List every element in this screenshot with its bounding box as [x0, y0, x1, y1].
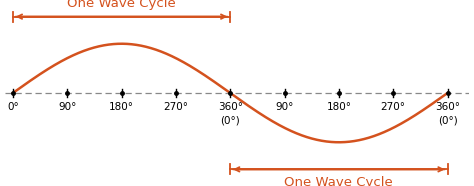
Text: 90°: 90°	[275, 102, 294, 112]
Text: 180°: 180°	[327, 102, 351, 112]
Text: (0°): (0°)	[438, 115, 457, 125]
Text: (0°): (0°)	[220, 115, 240, 125]
Text: 180°: 180°	[109, 102, 134, 112]
Text: 360°: 360°	[218, 102, 243, 112]
Text: 270°: 270°	[164, 102, 188, 112]
Text: One Wave Cycle: One Wave Cycle	[284, 176, 393, 186]
Text: 270°: 270°	[381, 102, 406, 112]
Text: 0°: 0°	[7, 102, 19, 112]
Text: 90°: 90°	[58, 102, 76, 112]
Text: One Wave Cycle: One Wave Cycle	[67, 0, 176, 10]
Text: 360°: 360°	[435, 102, 460, 112]
